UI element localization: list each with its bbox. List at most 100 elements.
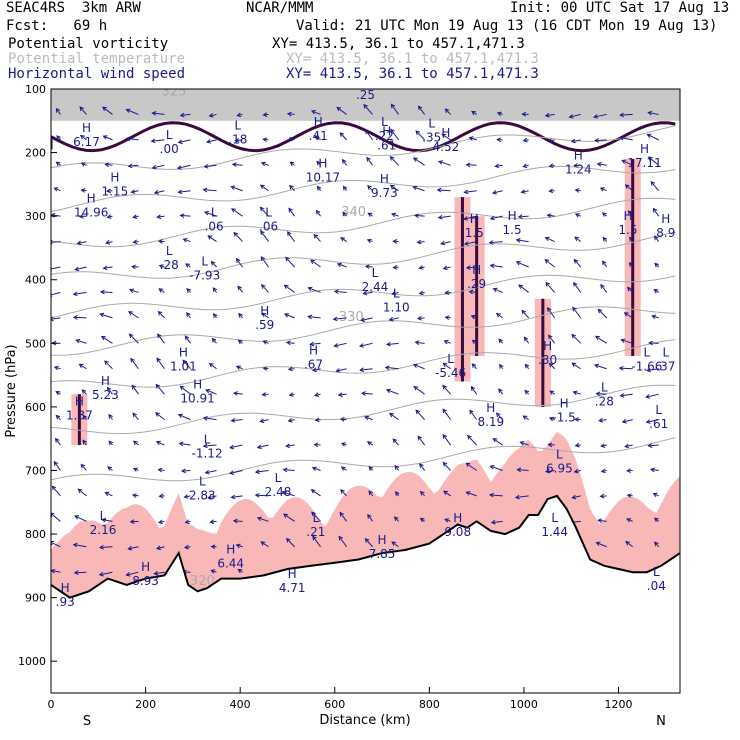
wind-arrowhead bbox=[545, 281, 551, 287]
wind-arrowhead bbox=[521, 309, 526, 315]
wind-arrowhead bbox=[183, 494, 189, 499]
wind-arrowhead bbox=[158, 493, 164, 499]
wind-arrowhead bbox=[653, 517, 659, 523]
wind-arrowhead bbox=[496, 111, 502, 117]
wind-arrowhead bbox=[132, 239, 138, 245]
wind-arrowhead bbox=[368, 466, 374, 471]
wind-arrowhead bbox=[547, 138, 553, 143]
wind-arrowhead bbox=[368, 490, 373, 496]
wind-arrowhead bbox=[230, 185, 236, 190]
wind-arrowhead bbox=[489, 215, 495, 221]
wind-arrowhead bbox=[205, 388, 211, 394]
wind-arrowhead bbox=[210, 544, 216, 550]
wind-arrowhead bbox=[155, 545, 162, 551]
extremum-value: 1.10 bbox=[383, 300, 410, 314]
wind-arrowhead bbox=[496, 137, 502, 143]
wind-arrowhead bbox=[546, 213, 552, 218]
wind-arrowhead bbox=[437, 214, 443, 220]
theta-isentrope bbox=[51, 384, 676, 435]
wind-arrowhead bbox=[444, 518, 450, 523]
extremum-value: .06 bbox=[259, 220, 278, 234]
wind-vector bbox=[102, 519, 113, 522]
wind-vector bbox=[413, 157, 425, 166]
wind-arrowhead bbox=[468, 289, 474, 295]
y-tick-label: 900 bbox=[25, 592, 46, 605]
wind-arrowhead bbox=[256, 516, 262, 522]
wind-vector bbox=[596, 542, 607, 548]
wind-vector bbox=[650, 468, 659, 471]
wind-arrowhead bbox=[494, 163, 500, 169]
wind-arrowhead bbox=[150, 138, 156, 144]
wind-arrowhead bbox=[76, 240, 82, 246]
theta-label: 320 bbox=[190, 574, 215, 589]
wind-vector bbox=[413, 186, 425, 192]
wind-vector bbox=[183, 238, 191, 243]
wind-arrowhead bbox=[155, 412, 160, 417]
wind-arrowhead bbox=[627, 210, 633, 216]
wind-vector bbox=[363, 104, 373, 115]
wind-arrowhead bbox=[648, 340, 654, 346]
wind-vector bbox=[490, 215, 503, 220]
extremum-value: 5.23 bbox=[92, 388, 119, 402]
wind-vector bbox=[549, 363, 556, 370]
wind-vector bbox=[180, 113, 191, 116]
wind-arrowhead bbox=[73, 570, 79, 575]
wind-vector bbox=[600, 187, 607, 192]
wind-arrowhead bbox=[186, 311, 191, 317]
extremum-type: L bbox=[199, 475, 206, 489]
wind-vector bbox=[231, 208, 243, 217]
wind-vector bbox=[338, 536, 347, 548]
wind-vector bbox=[365, 129, 374, 141]
wind-arrowhead bbox=[210, 260, 216, 266]
wind-arrowhead bbox=[256, 444, 262, 450]
extremum-type: H bbox=[226, 543, 235, 557]
wind-vector bbox=[419, 463, 426, 471]
extremum-type: H bbox=[82, 121, 91, 135]
wind-arrowhead bbox=[130, 189, 136, 194]
extremum-value: 7.85 bbox=[369, 547, 396, 561]
wind-vector bbox=[548, 139, 555, 142]
wind-vector bbox=[260, 184, 269, 192]
wind-vector bbox=[645, 393, 659, 398]
wind-vector bbox=[594, 364, 607, 370]
extremum-value: 10.91 bbox=[180, 391, 214, 405]
extremum-value: .00 bbox=[160, 142, 179, 156]
wind-arrowhead bbox=[230, 494, 236, 500]
wind-vector bbox=[573, 391, 581, 395]
wind-vector bbox=[257, 444, 269, 449]
wind-vector bbox=[106, 241, 113, 244]
wind-vector bbox=[128, 546, 139, 550]
wind-vector bbox=[545, 237, 555, 243]
wind-vector bbox=[442, 385, 451, 395]
wind-vector bbox=[312, 368, 321, 371]
wind-vector bbox=[260, 541, 269, 548]
wind-arrowhead bbox=[549, 390, 555, 395]
wind-arrowhead bbox=[74, 515, 80, 520]
wind-arrowhead bbox=[419, 517, 425, 523]
wind-vector bbox=[314, 135, 321, 141]
wind-arrowhead bbox=[498, 388, 503, 394]
wind-arrowhead bbox=[366, 238, 372, 244]
wind-arrowhead bbox=[157, 467, 163, 473]
wind-arrowhead bbox=[310, 489, 316, 494]
wind-arrowhead bbox=[179, 112, 185, 118]
extremum-type: H bbox=[75, 395, 84, 409]
wind-arrowhead bbox=[132, 440, 138, 446]
wind-arrowhead bbox=[254, 469, 260, 475]
wind-arrowhead bbox=[285, 340, 291, 346]
wind-arrowhead bbox=[261, 284, 266, 289]
wind-vector bbox=[390, 184, 399, 192]
wind-arrowhead bbox=[365, 129, 370, 135]
wind-arrowhead bbox=[259, 206, 265, 212]
extremum-type: L bbox=[601, 381, 608, 395]
wind-arrowhead bbox=[183, 544, 189, 550]
wind-vector bbox=[520, 441, 529, 446]
wind-arrowhead bbox=[366, 156, 371, 162]
wind-arrowhead bbox=[519, 441, 525, 446]
wind-vector bbox=[545, 469, 555, 473]
wind-arrowhead bbox=[597, 308, 603, 314]
wind-vector bbox=[154, 571, 165, 575]
wind-arrowhead bbox=[209, 519, 215, 525]
wind-arrowhead bbox=[182, 359, 188, 365]
wind-vector bbox=[336, 368, 347, 372]
